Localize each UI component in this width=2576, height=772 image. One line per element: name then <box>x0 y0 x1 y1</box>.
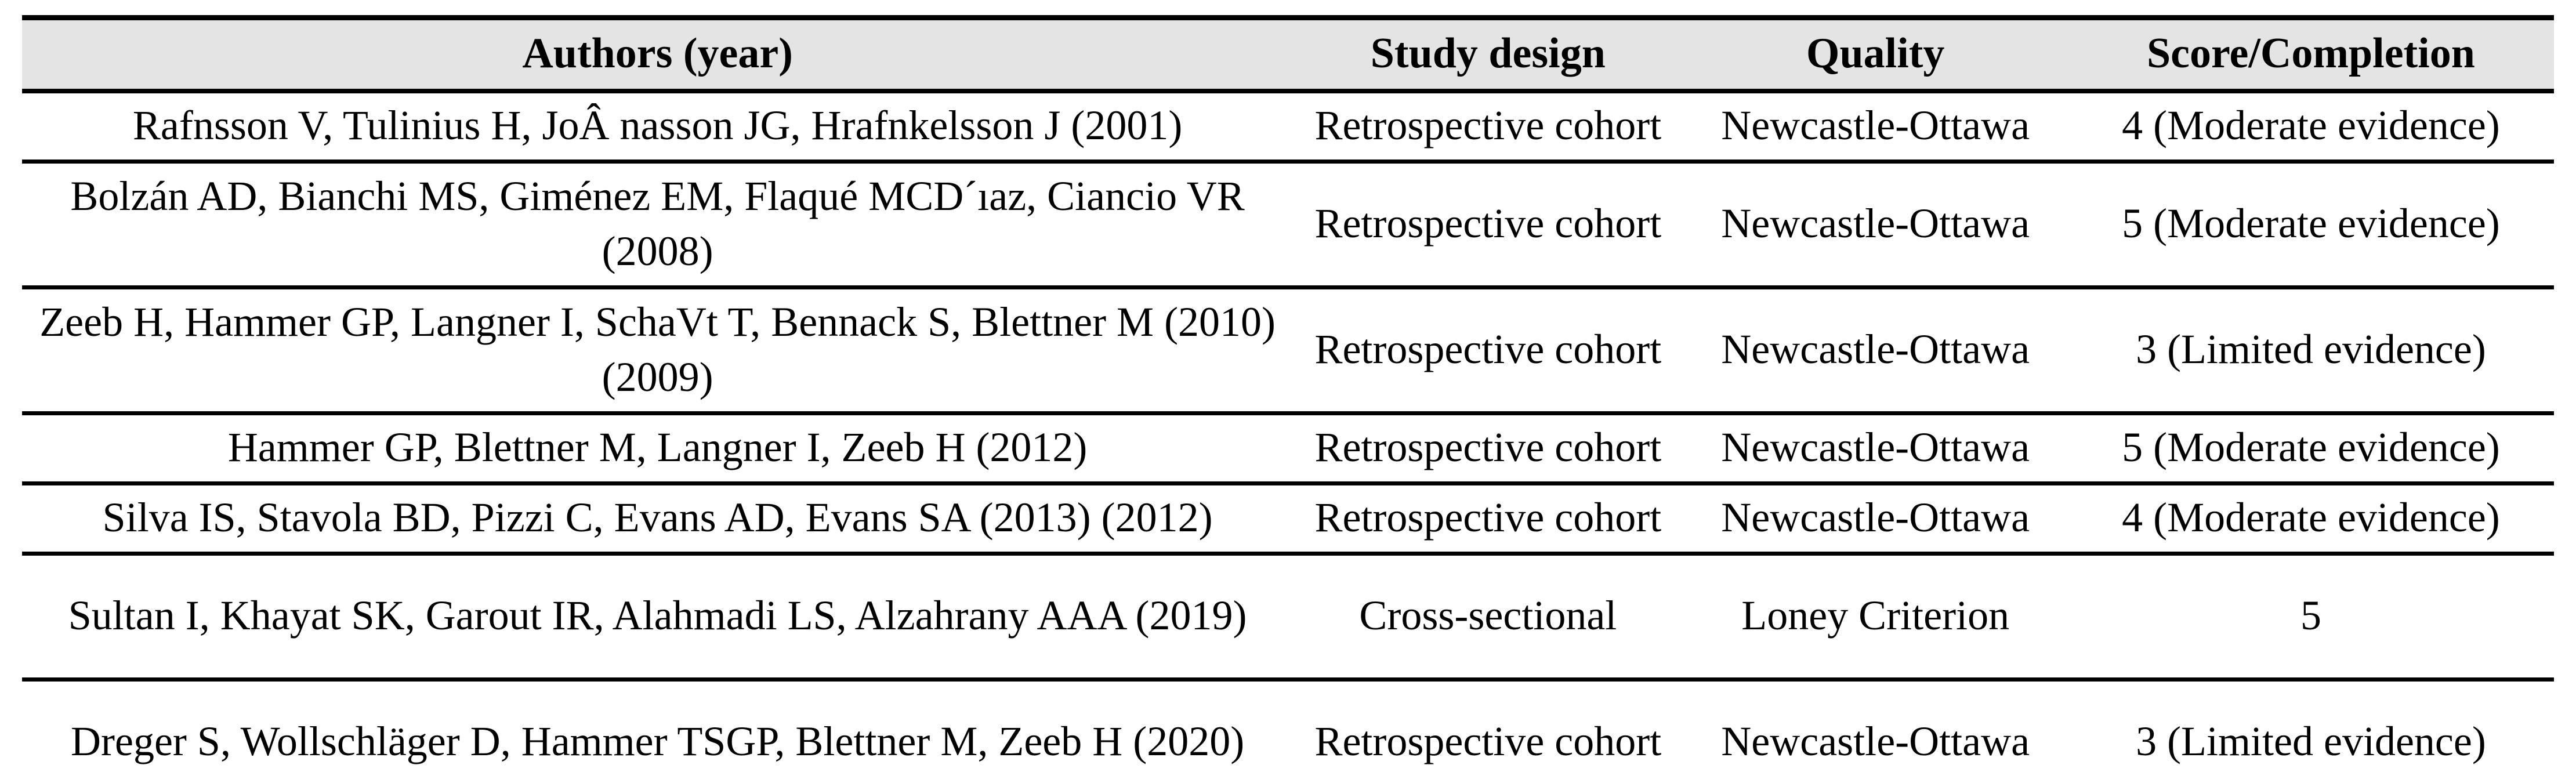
authors-cell: Hammer GP, Blettner M, Langner I, Zeeb H… <box>22 413 1294 485</box>
quality-cell: Newcastle-Ottawa <box>1683 161 2068 289</box>
table-row: Dreger S, Wollschläger D, Hammer TSGP, B… <box>22 680 2554 772</box>
study-design-cell: Retrospective cohort <box>1293 413 1683 485</box>
authors-cell: Dreger S, Wollschläger D, Hammer TSGP, B… <box>71 718 1245 765</box>
study-design-cell: Retrospective cohort <box>1314 718 1662 765</box>
column-header-quality: Quality <box>1683 17 2068 93</box>
authors-cell: Zeeb H, Hammer GP, Langner I, SchaVt T, … <box>22 287 1294 415</box>
study-design-cell: Cross-sectional <box>1293 553 1683 682</box>
table-row: Zeeb H, Hammer GP, Langner I, SchaVt T, … <box>22 287 2554 415</box>
score-cell: 5 <box>2067 553 2554 682</box>
study-design-cell: Retrospective cohort <box>1293 161 1683 289</box>
authors-cell: Rafnsson V, Tulinius H, JoÂ nasson JG, H… <box>22 91 1294 164</box>
quality-cell: Newcastle-Ottawa <box>1721 718 2030 765</box>
authors-cell: Sultan I, Khayat SK, Garout IR, Alahmadi… <box>22 553 1294 682</box>
authors-cell: Bolzán AD, Bianchi MS, Giménez EM, Flaqu… <box>22 161 1294 289</box>
quality-cell: Newcastle-Ottawa <box>1683 413 2068 485</box>
quality-cell: Loney Criterion <box>1683 553 2068 682</box>
study-design-cell: Retrospective cohort <box>1293 483 1683 556</box>
score-cell: 5 (Moderate evidence) <box>2067 413 2554 485</box>
score-cell: 3 (Limited evidence) <box>2067 287 2554 415</box>
score-cell: 3 (Limited evidence) <box>2136 718 2486 765</box>
quality-cell: Newcastle-Ottawa <box>1683 483 2068 556</box>
study-design-cell: Retrospective cohort <box>1293 91 1683 164</box>
quality-cell: Newcastle-Ottawa <box>1683 287 2068 415</box>
table-row: Silva IS, Stavola BD, Pizzi C, Evans AD,… <box>22 483 2554 556</box>
study-design-cell: Retrospective cohort <box>1293 287 1683 415</box>
column-header-score-completion: Score/Completion <box>2067 17 2554 93</box>
score-cell: 5 (Moderate evidence) <box>2067 161 2554 289</box>
score-cell: 4 (Moderate evidence) <box>2067 483 2554 556</box>
quality-cell: Newcastle-Ottawa <box>1683 91 2068 164</box>
column-header-study-design: Study design <box>1293 17 1683 93</box>
table-row: Sultan I, Khayat SK, Garout IR, Alahmadi… <box>22 553 2554 682</box>
table-row: Rafnsson V, Tulinius H, JoÂ nasson JG, H… <box>22 91 2554 164</box>
table-header-row: Authors (year) Study design Quality Scor… <box>22 17 2554 93</box>
study-quality-table: Authors (year) Study design Quality Scor… <box>22 15 2554 772</box>
table-row: Bolzán AD, Bianchi MS, Giménez EM, Flaqu… <box>22 161 2554 289</box>
score-cell: 4 (Moderate evidence) <box>2067 91 2554 164</box>
table-row: Hammer GP, Blettner M, Langner I, Zeeb H… <box>22 413 2554 485</box>
authors-cell: Silva IS, Stavola BD, Pizzi C, Evans AD,… <box>22 483 1294 556</box>
column-header-authors: Authors (year) <box>22 17 1294 93</box>
